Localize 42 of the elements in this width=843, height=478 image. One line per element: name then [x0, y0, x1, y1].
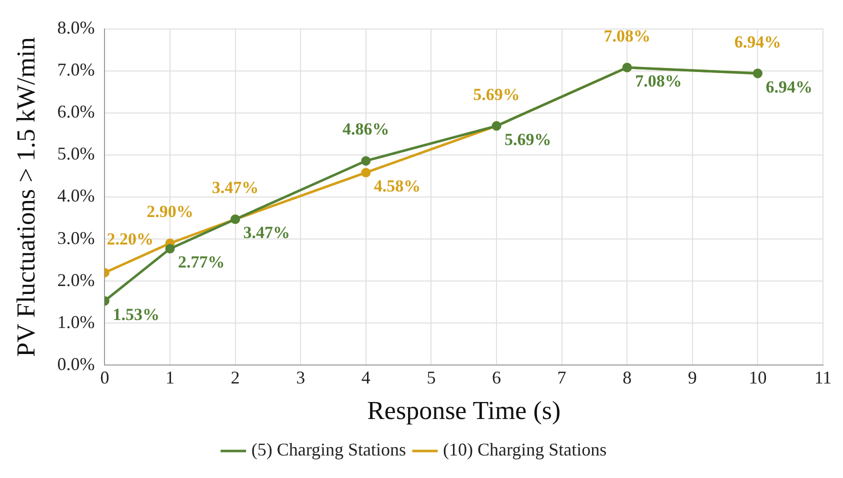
data-label: 3.47% [243, 223, 290, 242]
x-axis-title: Response Time (s) [367, 396, 561, 426]
data-label: 6.94% [766, 77, 812, 96]
data-label: 6.94% [734, 32, 782, 52]
point [361, 168, 371, 178]
y-tick-label: 5.0% [57, 144, 95, 164]
x-tick-label: 6 [492, 368, 501, 388]
data-label: 2.20% [106, 230, 154, 249]
y-tick-label: 8.0% [57, 18, 95, 38]
x-tick-label: 11 [814, 368, 832, 388]
legend-label: (5) Charging Stations [251, 440, 406, 460]
data-label: 1.53% [112, 304, 160, 324]
y-tick-label: 2.0% [57, 270, 95, 290]
x-tick-label: 7 [557, 368, 566, 388]
point [361, 156, 371, 166]
data-label: 7.08% [604, 26, 650, 46]
x-tick-label: 3 [296, 368, 306, 388]
data-label: 5.69% [473, 84, 520, 104]
y-tick-label: 3.0% [57, 228, 95, 248]
x-tick-label: 8 [622, 368, 632, 388]
data-label: 4.86% [342, 120, 390, 139]
x-tick-label: 4 [361, 368, 370, 388]
y-tick-label: 4.0% [57, 186, 95, 206]
legend-label: (10) Charging Stations [443, 440, 607, 460]
y-axis-title: PV Fluctuations > 1.5 kW/min [11, 37, 40, 357]
data-label: 5.69% [504, 130, 552, 149]
x-tick-label: 1 [165, 368, 174, 388]
data-label: 3.47% [212, 178, 259, 198]
data-label: 7.08% [635, 71, 682, 90]
y-tick-label: 6.0% [57, 102, 95, 122]
x-tick-label: 5 [426, 368, 436, 388]
y-tick-label: 0.0% [57, 354, 95, 374]
x-tick-label: 2 [230, 368, 240, 388]
data-label: 2.90% [146, 202, 194, 222]
point [165, 244, 175, 254]
y-tick-label: 7.0% [57, 60, 95, 80]
data-label: 4.58% [374, 176, 421, 196]
data-label: 2.77% [178, 252, 225, 272]
x-tick-label: 9 [688, 368, 697, 388]
x-tick-label: 0 [100, 368, 110, 388]
y-tick-label: 1.0% [57, 312, 95, 332]
x-tick-label: 10 [748, 368, 767, 388]
